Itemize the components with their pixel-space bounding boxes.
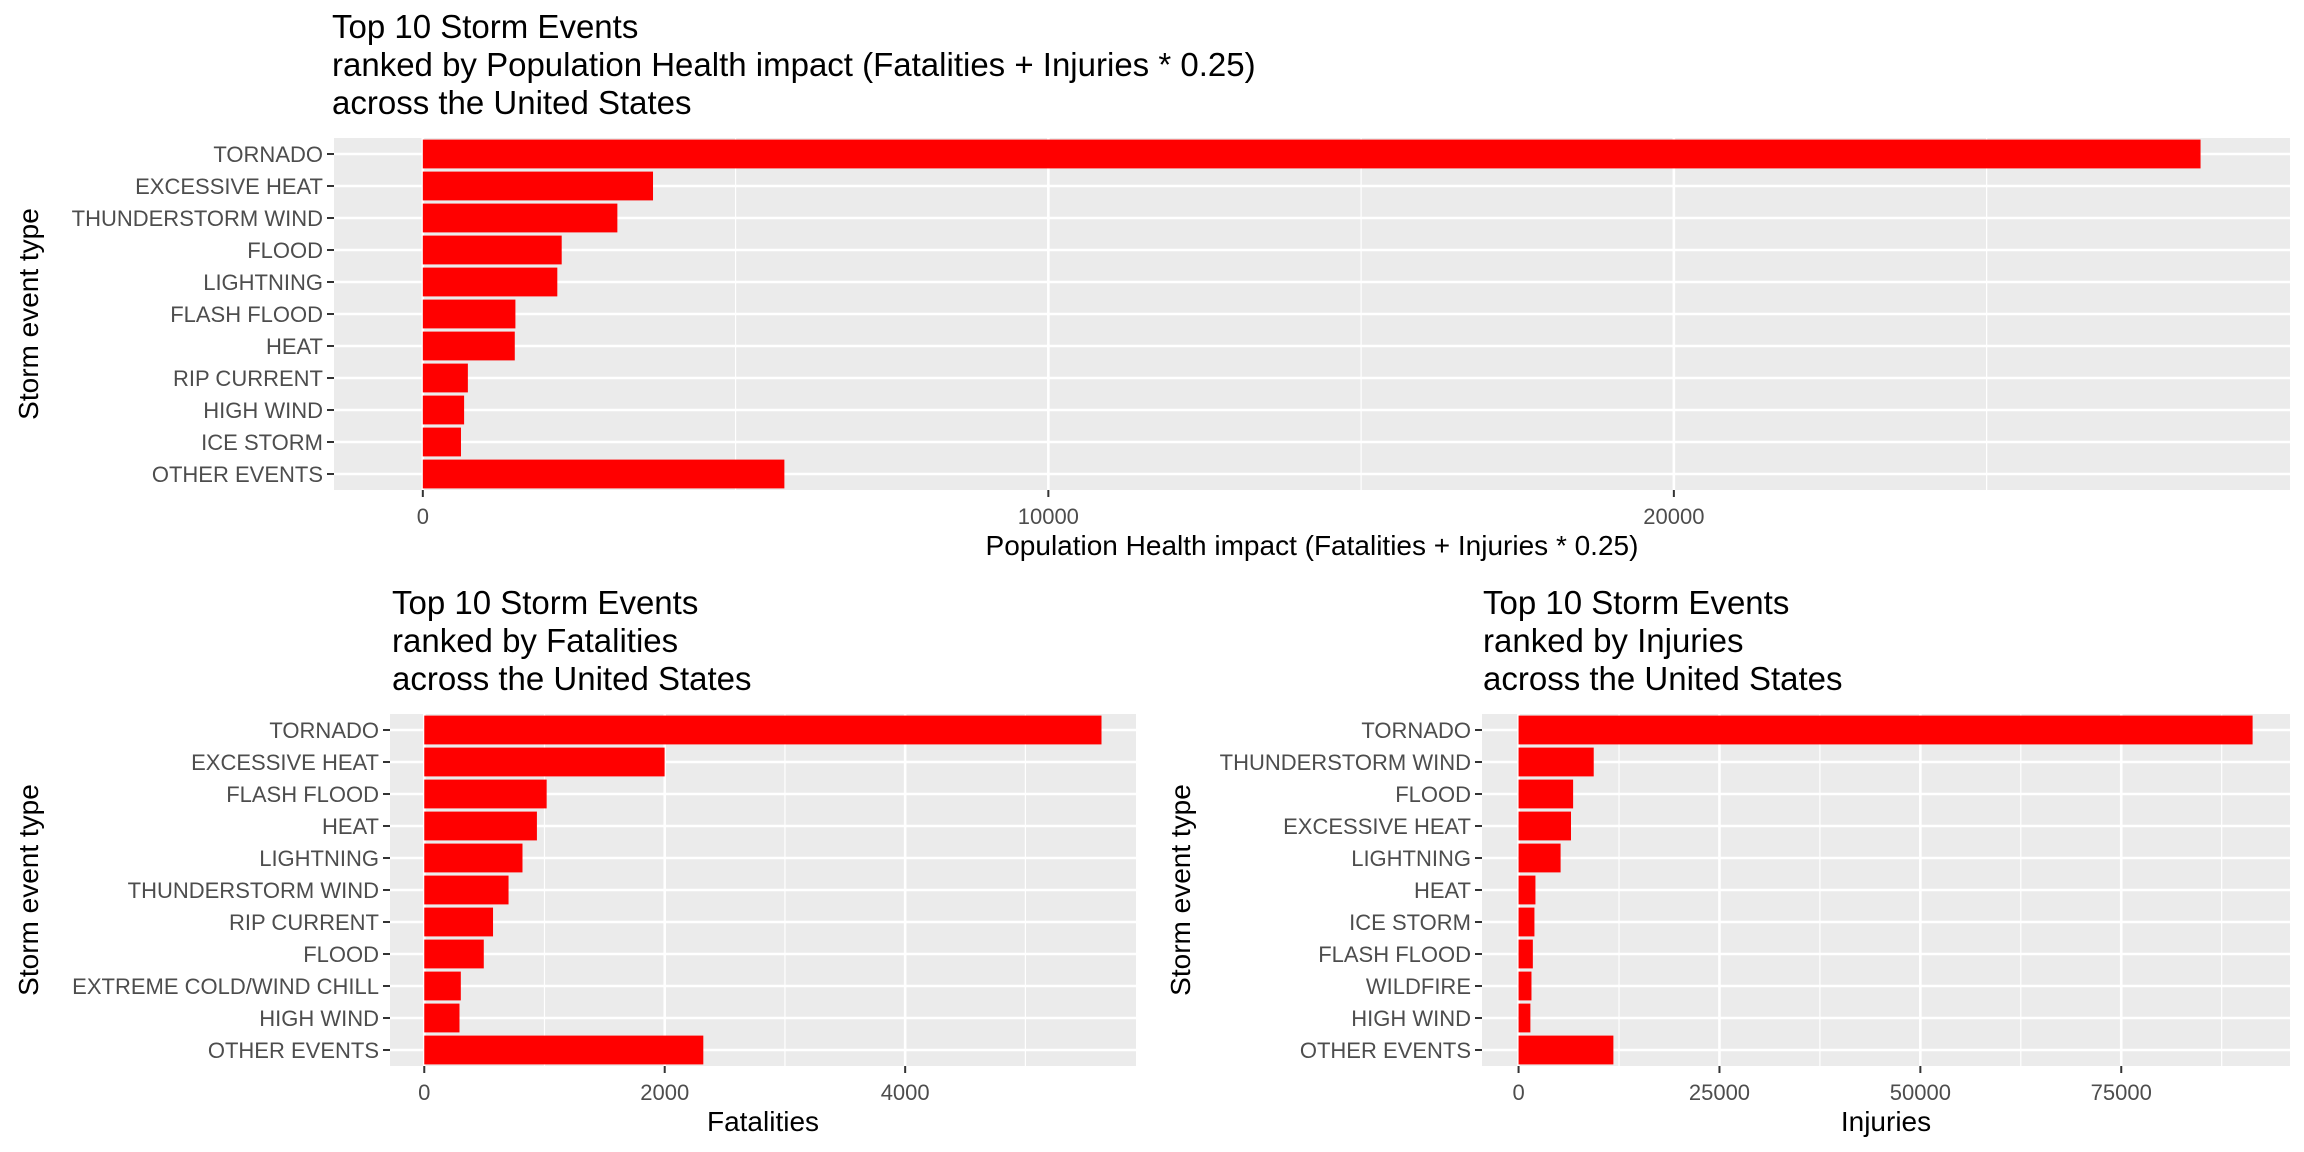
y-tick-label: HIGH WIND: [203, 398, 323, 423]
bar-excessive-heat: [1518, 811, 1571, 841]
y-tick-label: HEAT: [322, 814, 379, 839]
bar-ice-storm: [1518, 907, 1535, 937]
y-tick-label: EXCESSIVE HEAT: [1283, 814, 1471, 839]
x-tick-label: 0: [1512, 1080, 1524, 1105]
y-tick-label: HIGH WIND: [259, 1006, 379, 1031]
y-axis-title: Storm event type: [13, 784, 44, 996]
y-tick-label: THUNDERSTORM WIND: [1220, 750, 1471, 775]
chart-title-line: ranked by Fatalities: [392, 622, 678, 659]
x-axis-title: Population Health impact (Fatalities + I…: [986, 530, 1639, 561]
y-tick-label: ICE STORM: [201, 430, 323, 455]
y-tick-label: RIP CURRENT: [173, 366, 323, 391]
chart-title-line: ranked by Injuries: [1483, 622, 1743, 659]
y-tick-label: TORNADO: [269, 718, 379, 743]
bar-ice-storm: [422, 427, 461, 457]
y-tick-label: HIGH WIND: [1351, 1006, 1471, 1031]
bar-other-events: [1518, 1035, 1614, 1065]
chart-panel-2: TORNADO EXCESSIVE HEAT FLASH FLOOD HEAT LIGH…: [13, 584, 1136, 1137]
bar-lightning: [422, 267, 558, 297]
bar-lightning: [424, 843, 523, 873]
y-tick-label: TORNADO: [1361, 718, 1471, 743]
x-tick-label: 0: [418, 1080, 430, 1105]
chart-title-line: Top 10 Storm Events: [1483, 584, 1789, 621]
bar-rip-current: [422, 363, 468, 393]
y-tick-label: FLOOD: [247, 238, 323, 263]
bar-high-wind: [1518, 1003, 1531, 1033]
y-tick-label: EXCESSIVE HEAT: [135, 174, 323, 199]
y-axis-title: Storm event type: [13, 208, 44, 420]
bar-excessive-heat: [422, 171, 654, 201]
bar-tornado: [424, 715, 1102, 745]
y-tick-label: HEAT: [266, 334, 323, 359]
y-tick-label: FLASH FLOOD: [226, 782, 379, 807]
y-tick-label: OTHER EVENTS: [208, 1038, 379, 1063]
bar-flood: [424, 939, 484, 969]
chart-title-line: across the United States: [332, 84, 692, 121]
bar-heat: [424, 811, 537, 841]
y-tick-label: EXCESSIVE HEAT: [191, 750, 379, 775]
bar-flash-flood: [1518, 939, 1533, 969]
y-tick-label: FLASH FLOOD: [170, 302, 323, 327]
chart-title-line: Top 10 Storm Events: [392, 584, 698, 621]
x-tick-label: 4000: [881, 1080, 930, 1105]
y-tick-label: FLASH FLOOD: [1318, 942, 1471, 967]
y-tick-label: WILDFIRE: [1366, 974, 1471, 999]
y-tick-label: ICE STORM: [1349, 910, 1471, 935]
chart-title-line: across the United States: [392, 660, 752, 697]
x-tick-label: 25000: [1689, 1080, 1750, 1105]
bar-excessive-heat: [424, 747, 665, 777]
chart-title-line: across the United States: [1483, 660, 1843, 697]
bar-flash-flood: [422, 299, 516, 329]
chart-panel-1: TORNADO EXCESSIVE HEAT THUNDERSTORM WIND FL…: [13, 8, 2290, 561]
y-tick-label: EXTREME COLD/WIND CHILL: [72, 974, 379, 999]
x-axis-title: Injuries: [1841, 1106, 1931, 1137]
bar-rip-current: [424, 907, 494, 937]
x-tick-label: 50000: [1890, 1080, 1951, 1105]
x-axis-title: Fatalities: [707, 1106, 819, 1137]
bar-tornado: [1518, 715, 2253, 745]
x-tick-label: 2000: [640, 1080, 689, 1105]
bar-tornado: [422, 139, 2201, 169]
bar-wildfire: [1518, 971, 1532, 1001]
chart-panel-3: TORNADO THUNDERSTORM WIND FLOOD EXCESSIVE H…: [1165, 584, 2290, 1137]
bar-high-wind: [422, 395, 465, 425]
bar-flash-flood: [424, 779, 547, 809]
y-tick-label: LIGHTNING: [259, 846, 379, 871]
y-tick-label: THUNDERSTORM WIND: [72, 206, 323, 231]
y-tick-label: THUNDERSTORM WIND: [128, 878, 379, 903]
y-tick-label: TORNADO: [213, 142, 323, 167]
y-tick-label: LIGHTNING: [203, 270, 323, 295]
x-tick-label: 75000: [2091, 1080, 2152, 1105]
bar-thunderstorm-wind: [1518, 747, 1594, 777]
bar-other-events: [424, 1035, 704, 1065]
x-tick-label: 0: [417, 504, 429, 529]
chart-title-line: ranked by Population Health impact (Fata…: [332, 46, 1256, 83]
bar-extreme-cold-wind-chill: [424, 971, 461, 1001]
bar-heat: [1518, 875, 1536, 905]
x-tick-label: 10000: [1018, 504, 1079, 529]
bar-other-events: [422, 459, 785, 489]
bar-thunderstorm-wind: [422, 203, 618, 233]
y-tick-label: LIGHTNING: [1351, 846, 1471, 871]
y-tick-label: OTHER EVENTS: [1300, 1038, 1471, 1063]
y-tick-label: OTHER EVENTS: [152, 462, 323, 487]
bar-heat: [422, 331, 515, 361]
bar-flood: [422, 235, 562, 265]
bar-flood: [1518, 779, 1574, 809]
y-axis-title: Storm event type: [1165, 784, 1196, 996]
y-tick-label: RIP CURRENT: [229, 910, 379, 935]
x-tick-label: 20000: [1643, 504, 1704, 529]
y-tick-label: HEAT: [1414, 878, 1471, 903]
y-tick-label: FLOOD: [1395, 782, 1471, 807]
bar-lightning: [1518, 843, 1561, 873]
bar-high-wind: [424, 1003, 460, 1033]
bar-thunderstorm-wind: [424, 875, 509, 905]
chart-title-line: Top 10 Storm Events: [332, 8, 638, 45]
y-tick-label: FLOOD: [303, 942, 379, 967]
